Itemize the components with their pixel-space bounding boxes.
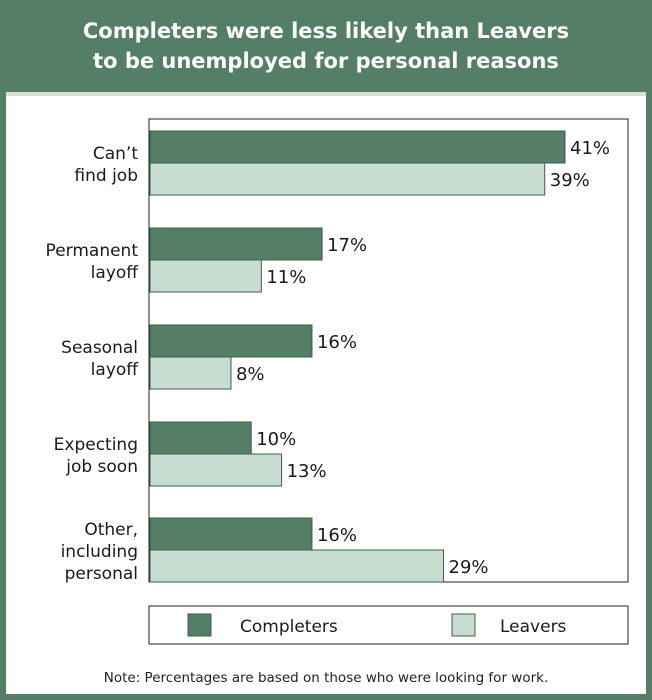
legend-box (148, 605, 629, 645)
data-label-leavers-0: 39% (550, 170, 590, 191)
bar-leavers-2 (149, 356, 232, 390)
chart-title-line-2: to be unemployed for personal reasons (93, 49, 559, 73)
data-label-leavers-2: 8% (236, 364, 265, 385)
category-label-1-1: layoff (91, 263, 140, 283)
legend-swatch-leavers (451, 613, 476, 637)
bar-leavers-3 (149, 453, 283, 487)
data-label-leavers-1: 11% (266, 267, 306, 288)
legend-label-leavers: Leavers (500, 617, 567, 637)
category-label-0-0: Can’t (93, 144, 138, 164)
bar-leavers-0 (149, 162, 546, 196)
bar-completers-3 (149, 421, 252, 455)
legend-swatch-completers (187, 613, 212, 637)
category-label-4-2: personal (65, 564, 138, 584)
category-label-0-1: find job (74, 166, 138, 186)
bar-completers-0 (149, 130, 566, 164)
category-label-3-1: job soon (65, 457, 138, 477)
bar-completers-1 (149, 227, 323, 261)
category-label-2-1: layoff (91, 360, 140, 380)
data-label-completers-1: 17% (327, 235, 367, 256)
data-label-completers-3: 10% (256, 429, 296, 450)
category-label-4-0: Other, (84, 520, 138, 540)
bar-leavers-4 (149, 549, 445, 583)
category-label-2-0: Seasonal (61, 338, 138, 358)
data-label-completers-0: 41% (570, 138, 610, 159)
data-label-completers-2: 16% (317, 332, 357, 353)
header-divider (6, 92, 646, 96)
data-label-completers-4: 16% (317, 525, 357, 546)
category-label-4-1: including (61, 542, 138, 562)
data-label-leavers-3: 13% (287, 461, 327, 482)
legend-label-completers: Completers (240, 617, 338, 637)
bar-leavers-1 (149, 259, 262, 293)
category-label-3-0: Expecting (54, 435, 138, 455)
chart-note: Note: Percentages are based on those who… (103, 670, 549, 686)
chart-header: Completers were less likely than Leavers… (0, 0, 652, 92)
category-label-1-0: Permanent (46, 241, 139, 261)
bar-completers-4 (149, 517, 313, 551)
bar-completers-2 (149, 324, 313, 358)
chart-title-line-1: Completers were less likely than Leavers (82, 19, 570, 43)
data-label-leavers-4: 29% (449, 557, 489, 578)
